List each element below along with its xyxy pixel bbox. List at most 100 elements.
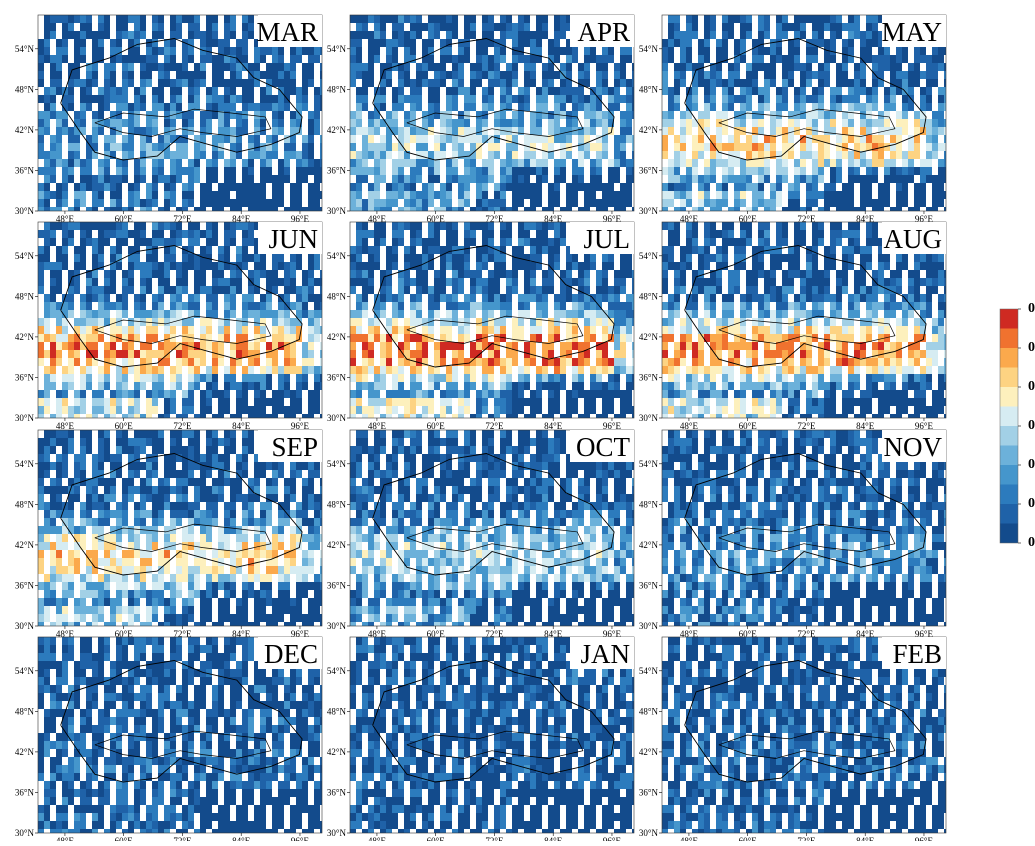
pixel xyxy=(884,135,890,143)
pixel xyxy=(74,23,80,31)
month-label: APR xyxy=(577,17,630,47)
pixel xyxy=(236,310,242,318)
pixel xyxy=(224,342,230,350)
pixel xyxy=(854,79,860,87)
pixel xyxy=(158,87,164,95)
pixel xyxy=(146,175,152,183)
pixel xyxy=(110,302,116,310)
pixel xyxy=(44,167,50,175)
pixel xyxy=(410,143,416,151)
pixel xyxy=(170,167,176,175)
pixel xyxy=(782,31,788,39)
pixel xyxy=(92,175,98,183)
pixel xyxy=(176,374,182,382)
pixel xyxy=(806,47,812,55)
pixel xyxy=(602,111,608,119)
pixel xyxy=(68,366,74,374)
pixel xyxy=(596,175,602,183)
pixel xyxy=(536,23,542,31)
pixel xyxy=(128,31,134,39)
pixel xyxy=(548,159,554,167)
pixel xyxy=(188,302,194,310)
pixel xyxy=(794,103,800,111)
pixel xyxy=(230,55,236,63)
pixel xyxy=(476,127,482,135)
pixel xyxy=(392,31,398,39)
pixel xyxy=(164,87,170,95)
pixel xyxy=(362,95,368,103)
pixel xyxy=(92,39,98,47)
pixel xyxy=(836,79,842,87)
pixel xyxy=(308,119,314,127)
pixel xyxy=(842,87,848,95)
pixel xyxy=(116,270,122,278)
pixel xyxy=(218,95,224,103)
pixel xyxy=(308,390,314,398)
pixel xyxy=(122,55,128,63)
pixel xyxy=(212,71,218,79)
pixel xyxy=(56,382,62,390)
pixel xyxy=(746,183,752,191)
pixel xyxy=(776,175,782,183)
pixel xyxy=(608,199,614,207)
pixel xyxy=(320,79,326,87)
pixel xyxy=(764,143,770,151)
pixel xyxy=(728,15,734,23)
pixel xyxy=(710,183,716,191)
pixel xyxy=(824,63,830,71)
pixel xyxy=(284,326,290,334)
pixel xyxy=(158,366,164,374)
pixel xyxy=(50,167,56,175)
pixel xyxy=(122,318,128,326)
pixel xyxy=(452,199,458,207)
pixel xyxy=(362,119,368,127)
pixel xyxy=(86,175,92,183)
pixel xyxy=(818,71,824,79)
pixel xyxy=(152,334,158,342)
pixel xyxy=(242,230,248,238)
pixel xyxy=(806,167,812,175)
pixel xyxy=(428,87,434,95)
pixel xyxy=(506,159,512,167)
pixel xyxy=(482,39,488,47)
pixel xyxy=(386,111,392,119)
pixel xyxy=(662,15,668,23)
pixel xyxy=(284,374,290,382)
pixel xyxy=(524,95,530,103)
pixel xyxy=(434,127,440,135)
pixel xyxy=(662,159,668,167)
pixel xyxy=(74,119,80,127)
pixel xyxy=(614,87,620,95)
pixel xyxy=(590,119,596,127)
pixel xyxy=(248,270,254,278)
pixel xyxy=(926,183,932,191)
pixel xyxy=(134,318,140,326)
pixel xyxy=(56,286,62,294)
pixel xyxy=(410,127,416,135)
pixel xyxy=(122,350,128,358)
pixel xyxy=(224,254,230,262)
pixel xyxy=(512,39,518,47)
pixel xyxy=(98,47,104,55)
pixel xyxy=(188,199,194,207)
pixel xyxy=(404,31,410,39)
pixel xyxy=(914,151,920,159)
pixel xyxy=(356,143,362,151)
pixel xyxy=(884,55,890,63)
pixel xyxy=(68,262,74,270)
pixel xyxy=(140,342,146,350)
pixel xyxy=(122,15,128,23)
pixel xyxy=(278,111,284,119)
pixel xyxy=(122,342,128,350)
pixel xyxy=(416,79,422,87)
pixel xyxy=(260,270,266,278)
pixel xyxy=(398,39,404,47)
pixel xyxy=(230,63,236,71)
pixel xyxy=(110,191,116,199)
pixel xyxy=(272,286,278,294)
pixel xyxy=(698,159,704,167)
pixel xyxy=(176,326,182,334)
pixel xyxy=(428,199,434,207)
pixel xyxy=(902,183,908,191)
pixel xyxy=(464,230,470,238)
